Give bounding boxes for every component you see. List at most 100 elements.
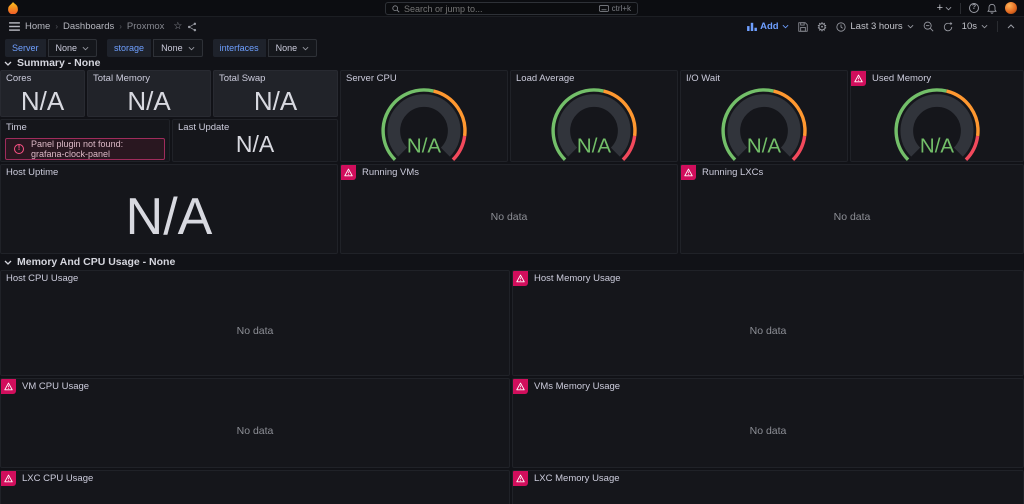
variable-server: Server None	[5, 39, 98, 57]
panel-host-cpu-usage-header[interactable]: Host CPU Usage	[1, 271, 509, 286]
variable-interfaces-label: interfaces	[212, 39, 266, 57]
panel-title: Host CPU Usage	[6, 273, 79, 284]
star-icon[interactable]: ☆	[173, 21, 183, 32]
panel-time-header[interactable]: Time	[1, 120, 169, 135]
panel-server-cpu-header[interactable]: Server CPU	[341, 71, 507, 86]
grafana-logo-icon[interactable]	[7, 2, 19, 14]
panel-last-update-header[interactable]: Last Update	[173, 120, 337, 135]
gauge-chart: N/A	[551, 87, 637, 161]
stat-value: N/A	[125, 187, 213, 246]
refresh-icon[interactable]	[943, 21, 953, 32]
gauge-value: N/A	[747, 134, 781, 157]
toolbar-actions: Add ⚙ Last 3 hours 10s	[747, 21, 1015, 33]
panel-running-lxcs-header[interactable]: Running LXCs	[681, 165, 1023, 180]
breadcrumb-dashboards[interactable]: Dashboards	[63, 21, 115, 32]
stat-value: N/A	[127, 86, 171, 116]
top-nav-bar: ctrl+k + ?	[0, 0, 1024, 17]
stat-value: N/A	[20, 86, 65, 116]
panel-lxc-memory-usage-header[interactable]: LXC Memory Usage	[513, 471, 1023, 486]
panel-title: Time	[6, 122, 27, 133]
panel-time: Time ! Panel plugin not found: grafana-c…	[0, 119, 170, 162]
shortcut-label: ctrl+k	[611, 4, 631, 13]
variable-server-dropdown[interactable]: None	[47, 39, 98, 57]
chevron-down-icon	[188, 46, 195, 50]
clock-icon	[836, 21, 846, 32]
panel-error-badge[interactable]	[513, 379, 528, 394]
panel-vm-cpu-usage: VM CPU Usage No data	[0, 378, 510, 468]
search-input[interactable]	[404, 3, 595, 14]
section-summary[interactable]: Summary - None	[4, 57, 100, 69]
new-menu-button[interactable]: +	[937, 2, 952, 14]
refresh-interval-label: 10s	[961, 21, 977, 32]
gauge-chart: N/A	[721, 87, 807, 161]
refresh-interval-picker[interactable]: 10s	[962, 21, 988, 32]
panel-vm-cpu-usage-header[interactable]: VM CPU Usage	[1, 379, 509, 394]
variable-interfaces-dropdown[interactable]: None	[267, 39, 318, 57]
plugin-error-message: Panel plugin not found: grafana-clock-pa…	[31, 139, 124, 159]
search-box[interactable]: ctrl+k	[385, 2, 638, 15]
panel-load-average: Load Average N/A	[510, 70, 678, 162]
menu-icon[interactable]	[9, 22, 20, 31]
help-icon[interactable]: ?	[969, 3, 979, 13]
time-range-picker[interactable]: Last 3 hours	[836, 21, 914, 32]
panel-title: Load Average	[516, 73, 575, 84]
panel-error-badge[interactable]	[851, 71, 866, 86]
notification-bell-icon[interactable]	[987, 3, 997, 14]
user-avatar[interactable]	[1005, 2, 1017, 14]
panel-total-memory: Total Memory N/A	[87, 70, 211, 117]
panel-cores-header[interactable]: Cores	[1, 71, 84, 86]
variable-interfaces: interfaces None	[212, 39, 318, 57]
share-icon[interactable]	[187, 22, 197, 32]
section-memory-cpu[interactable]: Memory And CPU Usage - None	[4, 256, 175, 268]
save-dashboard-icon[interactable]	[797, 21, 808, 32]
panel-title: Running VMs	[362, 167, 420, 178]
panel-total-swap-header[interactable]: Total Swap	[214, 71, 337, 86]
warning-triangle-icon	[4, 382, 13, 391]
panel-title: LXC Memory Usage	[534, 473, 620, 484]
plugin-error-alert[interactable]: ! Panel plugin not found: grafana-clock-…	[5, 138, 165, 160]
breadcrumb-home[interactable]: Home	[25, 21, 51, 32]
panel-error-badge[interactable]	[341, 165, 356, 180]
panel-used-memory-header[interactable]: Used Memory	[851, 71, 1023, 86]
panel-total-memory-header[interactable]: Total Memory	[88, 71, 210, 86]
no-data-label: No data	[490, 210, 528, 223]
section-summary-title: Summary - None	[17, 57, 101, 69]
warning-triangle-icon	[854, 74, 863, 83]
panel-host-memory-usage-header[interactable]: Host Memory Usage	[513, 271, 1023, 286]
add-label: Add	[760, 21, 779, 32]
panel-lxc-cpu-usage-header[interactable]: LXC CPU Usage	[1, 471, 509, 486]
panel-error-badge[interactable]	[1, 379, 16, 394]
panel-host-uptime-header[interactable]: Host Uptime	[1, 165, 337, 180]
panel-error-badge[interactable]	[513, 271, 528, 286]
divider	[997, 21, 998, 32]
no-data-label: No data	[833, 210, 871, 223]
panel-running-lxcs: Running LXCs No data	[680, 164, 1024, 254]
panel-lxc-cpu-usage: LXC CPU Usage No data	[0, 470, 510, 504]
panel-last-update: Last Update N/A	[172, 119, 338, 162]
panel-io-wait: I/O Wait N/A	[680, 70, 848, 162]
settings-gear-icon[interactable]: ⚙	[816, 19, 828, 34]
add-panel-button[interactable]: Add	[747, 21, 789, 32]
panel-error-badge[interactable]	[681, 165, 696, 180]
panel-title: Cores	[6, 73, 32, 84]
gauge-value: N/A	[577, 134, 611, 157]
panel-error-badge[interactable]	[513, 471, 528, 486]
panel-vms-memory-usage-header[interactable]: VMs Memory Usage	[513, 379, 1023, 394]
panel-cores: Cores N/A	[0, 70, 85, 117]
panel-host-cpu-usage: Host CPU Usage No data	[0, 270, 510, 376]
variable-storage-dropdown[interactable]: None	[153, 39, 203, 57]
panel-io-wait-header[interactable]: I/O Wait	[681, 71, 847, 86]
chevron-down-icon	[4, 61, 12, 66]
divider	[960, 2, 961, 14]
collapse-toolbar-chevron-up-icon[interactable]	[1007, 24, 1015, 29]
panel-load-average-header[interactable]: Load Average	[511, 71, 677, 86]
panel-total-swap: Total Swap N/A	[213, 70, 338, 117]
warning-triangle-icon	[516, 382, 525, 391]
panel-error-badge[interactable]	[1, 471, 16, 486]
chevron-down-icon	[4, 260, 12, 265]
panel-running-vms-header[interactable]: Running VMs	[341, 165, 677, 180]
zoom-out-icon[interactable]	[923, 21, 934, 32]
no-data-label: No data	[236, 424, 274, 437]
panel-title: Total Swap	[219, 73, 266, 84]
chevron-down-icon	[945, 6, 952, 10]
